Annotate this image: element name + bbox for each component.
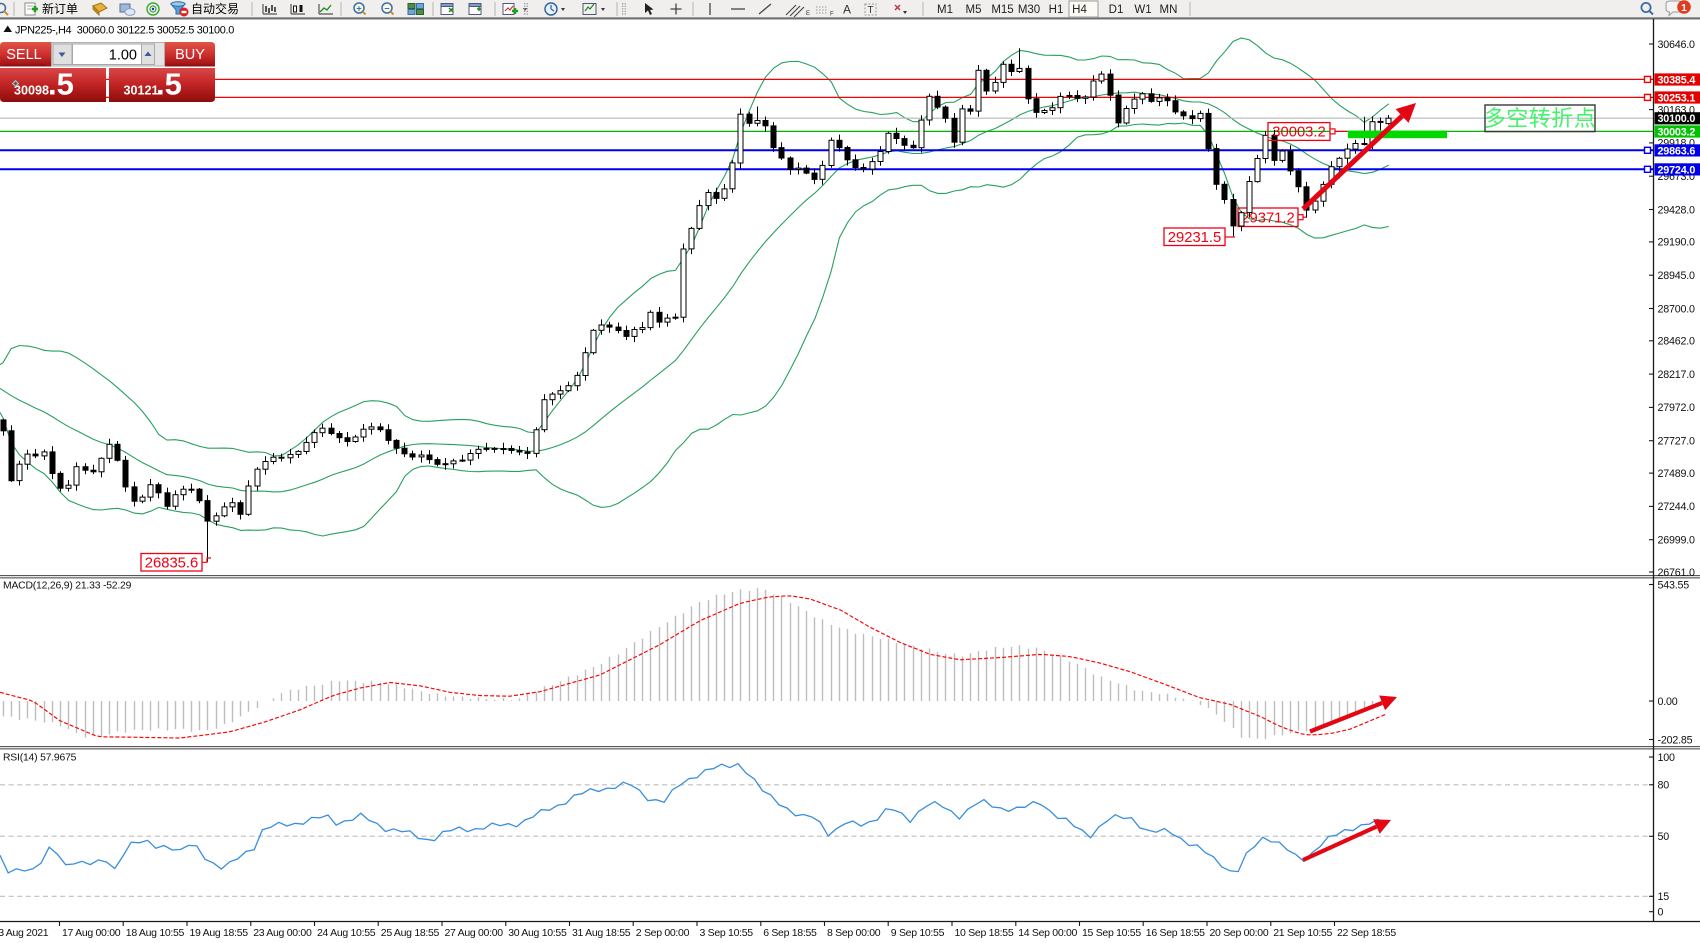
svg-text:MN: MN [1160,4,1178,16]
svg-text:28217.0: 28217.0 [1658,369,1695,381]
svg-text:15: 15 [1658,891,1670,903]
svg-text:-202.85: -202.85 [1658,734,1693,746]
svg-text:JPN225-,H4 30060.0 30122.5 30: JPN225-,H4 30060.0 30122.5 30052.5 30100… [15,25,234,37]
svg-text:−: − [384,4,389,14]
svg-text:0: 0 [1658,907,1664,919]
svg-text:27244.0: 27244.0 [1658,501,1695,513]
svg-text:29231.5: 29231.5 [1168,230,1222,246]
svg-text:+: + [356,4,361,14]
svg-text:24 Aug 10:55: 24 Aug 10:55 [317,927,376,939]
svg-text:.5: .5 [156,67,182,102]
svg-text:新订单: 新订单 [42,1,78,16]
svg-text:29428.0: 29428.0 [1658,204,1695,216]
svg-text:29724.0: 29724.0 [1658,164,1696,176]
svg-text:30646.0: 30646.0 [1658,39,1695,51]
svg-text:W1: W1 [1134,4,1151,16]
svg-text:30003.2: 30003.2 [1658,126,1696,138]
svg-text:29371.2: 29371.2 [1241,210,1295,226]
svg-text:30253.1: 30253.1 [1658,92,1696,104]
svg-text:30 Aug 10:55: 30 Aug 10:55 [508,927,567,939]
svg-text:6 Sep 18:55: 6 Sep 18:55 [763,927,817,939]
svg-text:26999.0: 26999.0 [1658,535,1695,547]
svg-text:80: 80 [1658,780,1670,792]
svg-text:27 Aug 00:00: 27 Aug 00:00 [445,927,504,939]
svg-text:H4: H4 [1072,4,1087,16]
svg-text:28945.0: 28945.0 [1658,270,1695,282]
svg-text:15 Sep 10:55: 15 Sep 10:55 [1082,927,1141,939]
svg-text:E: E [806,11,810,17]
svg-text:16 Sep 18:55: 16 Sep 18:55 [1146,927,1205,939]
svg-text:H1: H1 [1049,4,1064,16]
svg-text:3 Sep 10:55: 3 Sep 10:55 [700,927,754,939]
svg-text:28700.0: 28700.0 [1658,303,1695,315]
svg-text:14 Sep 00:00: 14 Sep 00:00 [1018,927,1077,939]
svg-text:543.55: 543.55 [1658,579,1690,591]
svg-text:2 Sep 00:00: 2 Sep 00:00 [636,927,690,939]
svg-text:9 Sep 10:55: 9 Sep 10:55 [891,927,945,939]
svg-text:1: 1 [1681,2,1687,14]
svg-text:19 Aug 18:55: 19 Aug 18:55 [190,927,249,939]
svg-text:M1: M1 [937,4,953,16]
svg-text:10 Sep 18:55: 10 Sep 18:55 [955,927,1014,939]
svg-text:26835.6: 26835.6 [145,555,199,571]
svg-text:A: A [843,3,851,17]
svg-text:F: F [830,12,834,18]
svg-text:25 Aug 18:55: 25 Aug 18:55 [381,927,440,939]
svg-text:18 Aug 10:55: 18 Aug 10:55 [126,927,185,939]
svg-text:BUY: BUY [175,47,205,63]
svg-text:50: 50 [1658,831,1670,843]
svg-text:SELL: SELL [6,47,41,63]
svg-text:M15: M15 [991,4,1013,16]
svg-text:.5: .5 [48,67,74,102]
svg-text:自动交易: 自动交易 [191,1,239,16]
svg-text:T: T [868,5,874,16]
svg-text:M30: M30 [1018,4,1040,16]
svg-text:20 Sep 00:00: 20 Sep 00:00 [1210,927,1269,939]
svg-text:30098: 30098 [14,84,49,98]
svg-text:30385.4: 30385.4 [1658,74,1696,86]
svg-text:22 Sep 18:55: 22 Sep 18:55 [1337,927,1396,939]
svg-text:8 Sep 00:00: 8 Sep 00:00 [827,927,881,939]
svg-text:27972.0: 27972.0 [1658,402,1695,414]
svg-text:28462.0: 28462.0 [1658,336,1695,348]
svg-text:RSI(14) 57.9675: RSI(14) 57.9675 [3,753,77,764]
svg-text:1.00: 1.00 [109,48,137,64]
svg-text:30003.2: 30003.2 [1272,125,1326,141]
svg-text:31 Aug 18:55: 31 Aug 18:55 [572,927,631,939]
svg-text:27489.0: 27489.0 [1658,468,1695,480]
svg-text:MACD(12,26,9) 21.33 -52.29: MACD(12,26,9) 21.33 -52.29 [3,581,132,592]
svg-text:3 Aug 2021: 3 Aug 2021 [0,927,49,939]
svg-text:D1: D1 [1109,4,1124,16]
svg-text:23 Aug 00:00: 23 Aug 00:00 [253,927,312,939]
svg-text:多空转折点: 多空转折点 [1484,106,1597,131]
svg-text:29863.6: 29863.6 [1658,145,1696,157]
svg-text:27727.0: 27727.0 [1658,436,1695,448]
svg-text:30121: 30121 [124,84,159,98]
svg-text:M5: M5 [966,4,982,16]
svg-text:21 Sep 10:55: 21 Sep 10:55 [1273,927,1332,939]
svg-text:30100.0: 30100.0 [1658,113,1696,125]
svg-text:17 Aug 00:00: 17 Aug 00:00 [62,927,121,939]
svg-text:0.00: 0.00 [1658,696,1678,708]
svg-text:100: 100 [1658,752,1675,764]
svg-text:26761.0: 26761.0 [1658,567,1695,579]
svg-text:29190.0: 29190.0 [1658,237,1695,249]
